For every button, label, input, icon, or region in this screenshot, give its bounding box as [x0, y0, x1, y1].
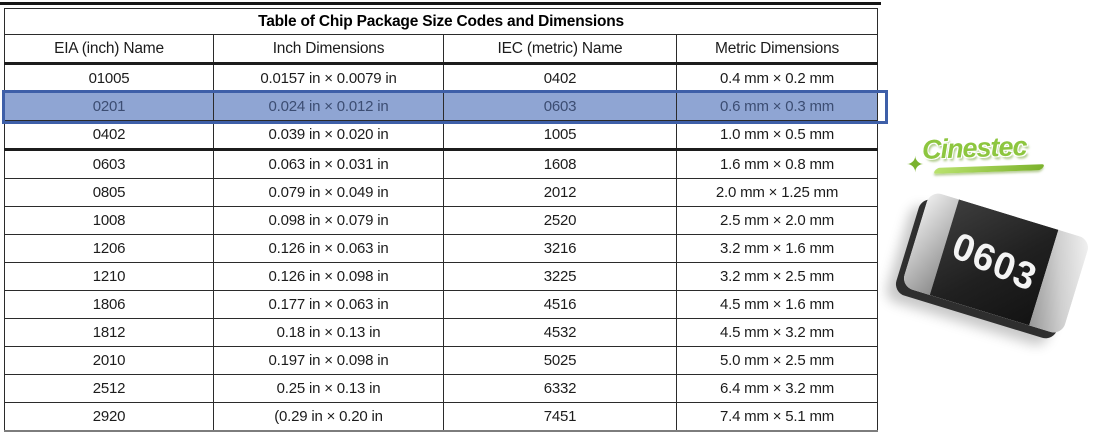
- chip-package-size-table: Table of Chip Package Size Codes and Dim…: [3, 8, 879, 432]
- table-cell: 4516: [443, 290, 677, 319]
- table-cell: 0.039 in × 0.020 in: [213, 120, 444, 151]
- table-cell: 0.177 in × 0.063 in: [213, 290, 444, 319]
- table-cell: 3.2 mm × 2.5 mm: [675, 262, 879, 291]
- column-header-metric-dimensions: Metric Dimensions: [675, 34, 879, 65]
- table-cell: 1008: [4, 206, 214, 235]
- table-row: 2920 (0.29 in × 0.20 in 7451 7.4 mm × 5.1 m…: [4, 402, 879, 432]
- table-cell: 01005: [4, 63, 214, 93]
- table-cell: 0.098 in × 0.079 in: [213, 206, 444, 235]
- table-cell: 3.2 mm × 1.6 mm: [675, 234, 879, 263]
- table-cell: 0.024 in × 0.012 in: [213, 92, 444, 121]
- table-cell: 0.18 in × 0.13 in: [213, 318, 444, 347]
- table-cell: 7451: [443, 402, 677, 432]
- table-cell: 1608: [443, 149, 677, 179]
- table-row: 1008 0.098 in × 0.079 in 2520 2.5 mm × 2.0 …: [4, 206, 879, 235]
- column-header-iec-name: IEC (metric) Name: [443, 34, 677, 65]
- table-cell: 5025: [443, 346, 677, 375]
- table-cell: 0402: [443, 63, 677, 93]
- table-cell: 2920: [4, 402, 214, 432]
- table-cell: 3216: [443, 234, 677, 263]
- table-cell: 1.0 mm × 0.5 mm: [675, 120, 879, 151]
- table-cell: 0.126 in × 0.098 in: [213, 262, 444, 291]
- table-row: 2010 0.197 in × 0.098 in 5025 5.0 mm × 2.5 …: [4, 346, 879, 375]
- table-cell: 1806: [4, 290, 214, 319]
- table-cell: 2012: [443, 178, 677, 207]
- table-cell: 0.25 in × 0.13 in: [213, 374, 444, 403]
- table-cell: 6332: [443, 374, 677, 403]
- table-cell: 0.126 in × 0.063 in: [213, 234, 444, 263]
- table-cell: 2512: [4, 374, 214, 403]
- table-row: 1206 0.126 in × 0.063 in 3216 3.2 mm × 1.6 …: [4, 234, 879, 263]
- table-cell: 0.063 in × 0.031 in: [213, 149, 444, 179]
- logo-swoosh-underline: [932, 164, 1046, 174]
- table-cell: 1.6 mm × 0.8 mm: [675, 149, 879, 179]
- table-cell: 0201: [4, 92, 214, 121]
- table-cell: 0805: [4, 178, 214, 207]
- table-row: 1806 0.177 in × 0.063 in 4516 4.5 mm × 1.6 …: [4, 290, 879, 319]
- table-row: 0805 0.079 in × 0.049 in 2012 2.0 mm × 1.25…: [4, 178, 879, 207]
- table-cell: 5.0 mm × 2.5 mm: [675, 346, 879, 375]
- table-row: 01005 0.0157 in × 0.0079 in 0402 0.4 mm × 0…: [4, 63, 879, 93]
- table-cell: 2520: [443, 206, 677, 235]
- table-cell: 4.5 mm × 3.2 mm: [675, 318, 879, 347]
- table-cell: 4.5 mm × 1.6 mm: [675, 290, 879, 319]
- vendor-logo: ✦ Cinestec: [906, 126, 1066, 182]
- table-cell: 0.197 in × 0.098 in: [213, 346, 444, 375]
- chip-body: 0603: [901, 190, 1091, 336]
- logo-leaf-icon: ✦: [906, 152, 925, 177]
- table-row: 2512 0.25 in × 0.13 in 6332 6.4 mm × 3.2 mm: [4, 374, 879, 403]
- table-cell: 2.5 mm × 2.0 mm: [675, 206, 879, 235]
- table-cell: 0.079 in × 0.049 in: [213, 178, 444, 207]
- table-cell: 1206: [4, 234, 214, 263]
- table-cell: (0.29 in × 0.20 in: [213, 402, 444, 432]
- table-row: 0402 0.039 in × 0.020 in 1005 1.0 mm × 0.5 …: [4, 120, 879, 151]
- table-cell: 0.4 mm × 0.2 mm: [675, 63, 879, 93]
- table-cell: 3225: [443, 262, 677, 291]
- table-header-row: EIA (inch) Name Inch Dimensions IEC (met…: [4, 34, 879, 65]
- table-cell: 4532: [443, 318, 677, 347]
- table-cell: 2.0 mm × 1.25 mm: [675, 178, 879, 207]
- chip-size-label: 0603: [946, 224, 1043, 300]
- top-divider-line: [0, 2, 881, 5]
- column-header-inch-dimensions: Inch Dimensions: [213, 34, 444, 65]
- table-cell: 2010: [4, 346, 214, 375]
- table-row: 1210 0.126 in × 0.098 in 3225 3.2 mm × 2.5 …: [4, 262, 879, 291]
- table-row: 1812 0.18 in × 0.13 in 4532 4.5 mm × 3.2 mm: [4, 318, 879, 347]
- table-body: 01005 0.0157 in × 0.0079 in 0402 0.4 mm × 0…: [4, 63, 879, 432]
- table-cell: 0603: [443, 92, 677, 121]
- column-header-eia-name: EIA (inch) Name: [4, 34, 214, 65]
- table-cell: 0.6 mm × 0.3 mm: [675, 92, 879, 121]
- table-row: 0201 0.024 in × 0.012 in 0603 0.6 mm × 0.3 …: [4, 92, 879, 121]
- table-cell: 0603: [4, 149, 214, 179]
- table-cell: 0.0157 in × 0.0079 in: [213, 63, 444, 93]
- table-cell: 7.4 mm × 5.1 mm: [675, 402, 879, 432]
- table-cell: 1210: [4, 262, 214, 291]
- logo-text: Cinestec: [921, 131, 1028, 165]
- table-title-row: Table of Chip Package Size Codes and Dim…: [3, 8, 879, 35]
- table-row: 0603 0.063 in × 0.031 in 1608 1.6 mm × 0.8 …: [4, 149, 879, 179]
- table-cell: 0402: [4, 120, 214, 151]
- table-title: Table of Chip Package Size Codes and Dim…: [3, 8, 879, 35]
- table-cell: 1812: [4, 318, 214, 347]
- table-cell: 6.4 mm × 3.2 mm: [675, 374, 879, 403]
- table-cell: 1005: [443, 120, 677, 151]
- chip-resistor-photo: 0603: [900, 190, 1092, 337]
